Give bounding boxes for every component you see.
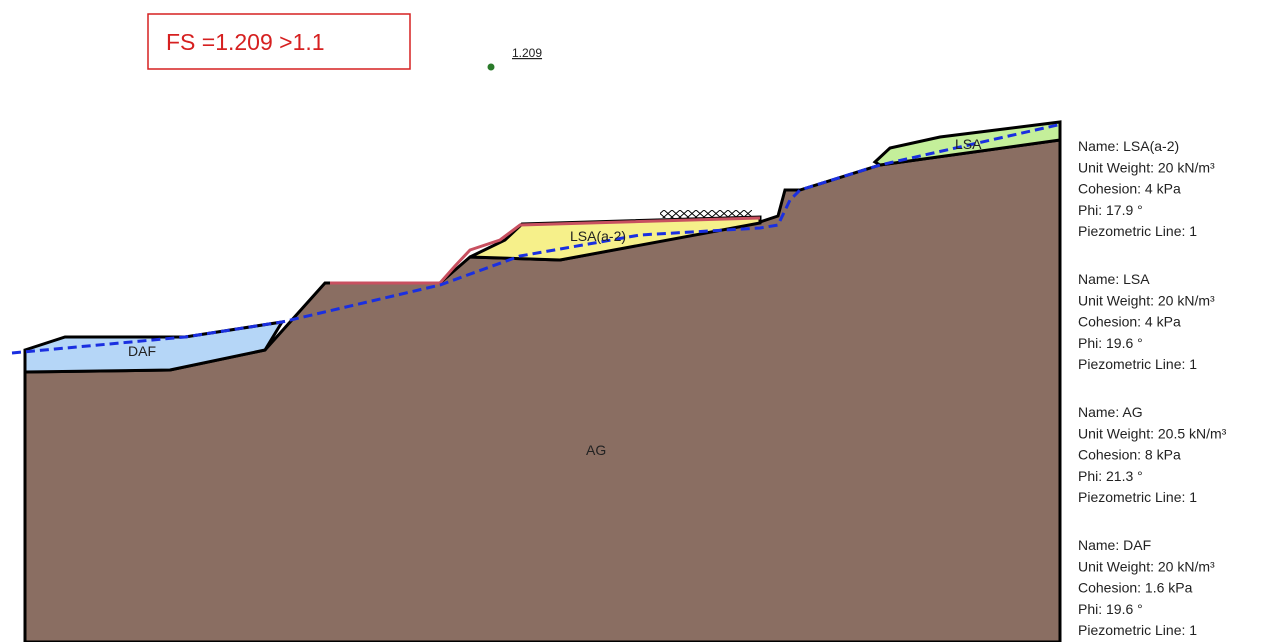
fs-label: 1.209: [512, 46, 542, 60]
material-property: Piezometric Line: 1: [1078, 223, 1197, 239]
slip-center: [487, 63, 495, 71]
region-label: LSA(a-2): [570, 228, 626, 244]
region-label: AG: [586, 442, 606, 458]
material-property: Name: LSA: [1078, 271, 1150, 287]
material-property: Name: LSA(a-2): [1078, 138, 1179, 154]
surcharge-load: [660, 210, 752, 218]
material-property: Unit Weight: 20 kN/m³: [1078, 292, 1215, 308]
material-property: Name: DAF: [1078, 537, 1151, 553]
region-label: DAF: [128, 343, 156, 359]
region-lsa-a2: [469, 215, 762, 262]
material-property: Cohesion: 4 kPa: [1078, 314, 1181, 330]
fs-note: FS =1.209 >1.1: [166, 29, 325, 55]
piezometric-line: [11, 122, 1063, 355]
fs-box: [147, 13, 411, 70]
material-legend: Name: LSA(a-2) Unit Weight: 20 kN/m³ Cohes…: [1078, 138, 1227, 638]
material-property: Cohesion: 1.6 kPa: [1078, 580, 1193, 596]
material-property: Phi: 19.6 °: [1078, 601, 1143, 617]
material-property: Phi: 17.9 °: [1078, 202, 1143, 218]
region-ag: [23, 138, 1062, 642]
material-property: Cohesion: 4 kPa: [1078, 181, 1181, 197]
material-property: Cohesion: 8 kPa: [1078, 447, 1181, 463]
material-property: Phi: 19.6 °: [1078, 335, 1143, 351]
region-label: LSA: [955, 136, 982, 152]
material-property: Name: AG: [1078, 404, 1143, 420]
material-property: Unit Weight: 20.5 kN/m³: [1078, 425, 1227, 441]
material-property: Piezometric Line: 1: [1078, 356, 1197, 372]
material-property: Unit Weight: 20 kN/m³: [1078, 159, 1215, 175]
material-property: Piezometric Line: 1: [1078, 489, 1197, 505]
material-property: Unit Weight: 20 kN/m³: [1078, 558, 1215, 574]
region-daf: [23, 320, 285, 374]
slip-surface: [330, 216, 761, 285]
material-property: Piezometric Line: 1: [1078, 622, 1197, 638]
material-property: Phi: 21.3 °: [1078, 468, 1143, 484]
region-lsa: [872, 120, 1062, 167]
